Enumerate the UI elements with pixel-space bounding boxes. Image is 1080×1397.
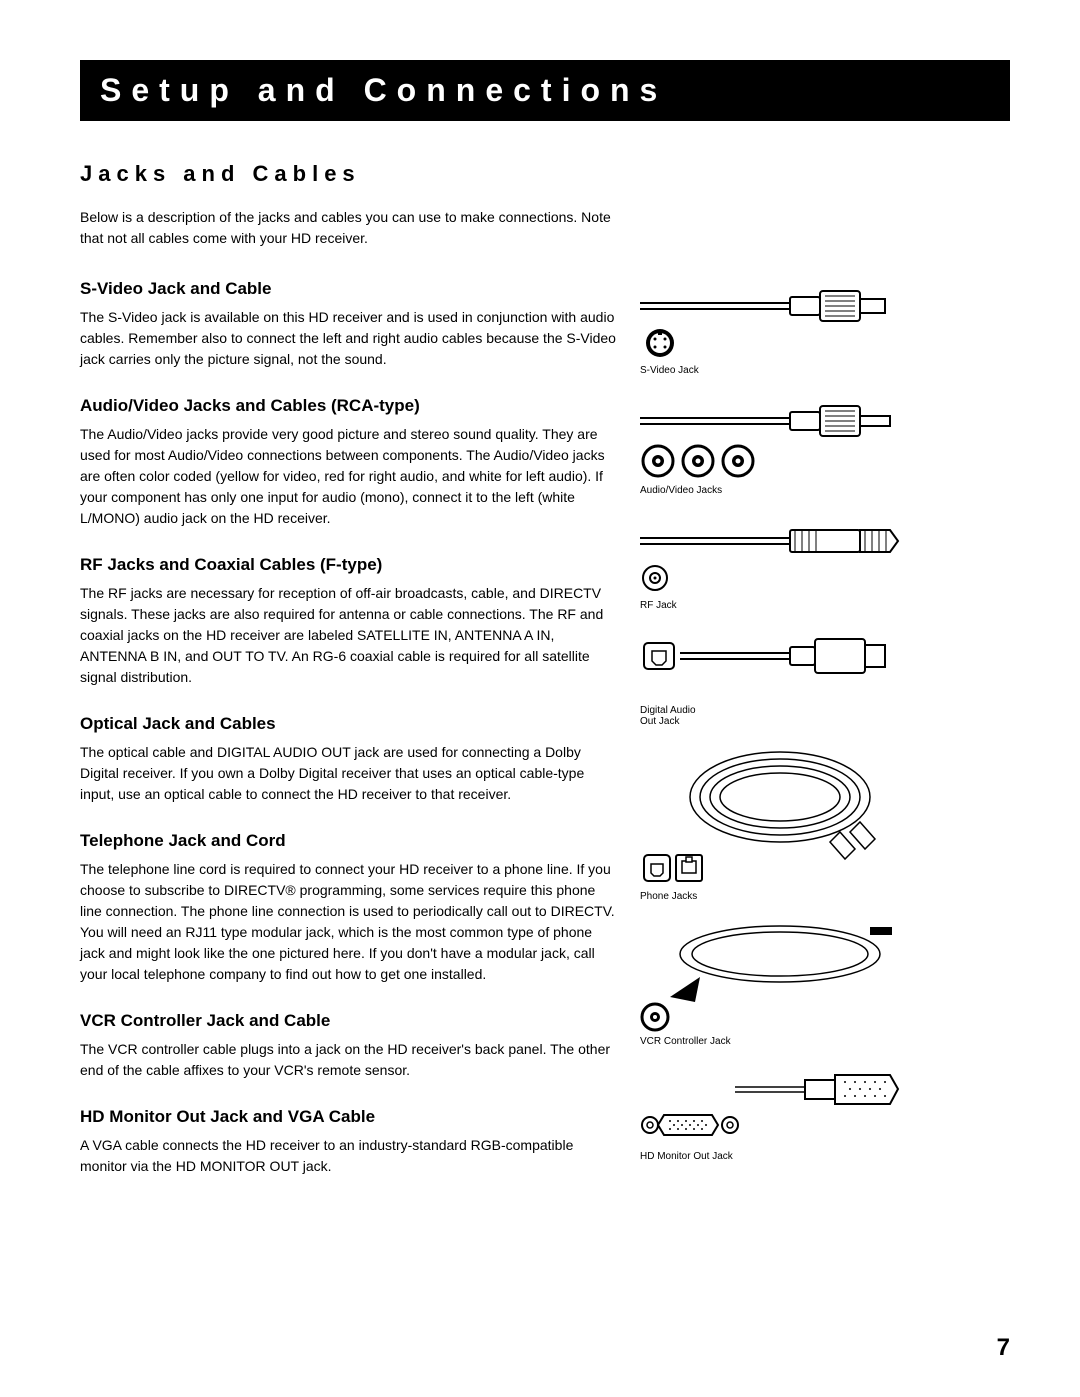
illustration-vcr: VCR Controller Jack xyxy=(640,922,920,1047)
subsection-vcr: VCR Controller Jack and Cable The VCR co… xyxy=(80,1011,620,1081)
subsection-rf: RF Jacks and Coaxial Cables (F-type) The… xyxy=(80,555,620,688)
subsection-av: Audio/Video Jacks and Cables (RCA-type) … xyxy=(80,396,620,529)
subsection-optical: Optical Jack and Cables The optical cabl… xyxy=(80,714,620,805)
illustration-hdmonitor: HD Monitor Out Jack xyxy=(640,1067,920,1162)
right-column: S-Video Jack Audio/Video Jacks xyxy=(640,161,920,1203)
vcr-cable-icon xyxy=(640,922,900,1032)
illustration-optical: Digital Audio Out Jack xyxy=(640,631,920,727)
body-text: The VCR controller cable plugs into a ja… xyxy=(80,1039,620,1081)
illustration-label: Audio/Video Jacks xyxy=(640,485,920,496)
subsection-hdmonitor: HD Monitor Out Jack and VGA Cable A VGA … xyxy=(80,1107,620,1177)
illustration-svideo: S-Video Jack xyxy=(640,281,920,376)
sub-heading: Audio/Video Jacks and Cables (RCA-type) xyxy=(80,396,620,416)
body-text: The S-Video jack is available on this HD… xyxy=(80,307,620,370)
illustration-label: HD Monitor Out Jack xyxy=(640,1151,920,1162)
optical-cable-icon xyxy=(640,631,900,701)
vga-cable-icon xyxy=(640,1067,900,1147)
sub-heading: S-Video Jack and Cable xyxy=(80,279,620,299)
illustration-label: RF Jack xyxy=(640,600,920,611)
body-text: The optical cable and DIGITAL AUDIO OUT … xyxy=(80,742,620,805)
page-title-text: Setup and Connections xyxy=(100,72,667,108)
sub-heading: VCR Controller Jack and Cable xyxy=(80,1011,620,1031)
body-text: The Audio/Video jacks provide very good … xyxy=(80,424,620,529)
body-text: A VGA cable connects the HD receiver to … xyxy=(80,1135,620,1177)
intro-text: Below is a description of the jacks and … xyxy=(80,207,620,249)
body-text: The telephone line cord is required to c… xyxy=(80,859,620,985)
illustration-label: S-Video Jack xyxy=(640,365,920,376)
phone-cable-icon xyxy=(640,747,900,887)
illustration-label: Phone Jacks xyxy=(640,891,920,902)
av-cable-icon xyxy=(640,396,900,481)
illustration-av: Audio/Video Jacks xyxy=(640,396,920,496)
subsection-svideo: S-Video Jack and Cable The S-Video jack … xyxy=(80,279,620,370)
page-title-bar: Setup and Connections xyxy=(80,60,1010,121)
subsection-phone: Telephone Jack and Cord The telephone li… xyxy=(80,831,620,985)
sub-heading: Telephone Jack and Cord xyxy=(80,831,620,851)
sub-heading: Optical Jack and Cables xyxy=(80,714,620,734)
left-column: Jacks and Cables Below is a description … xyxy=(80,161,620,1203)
illustration-label: Digital Audio Out Jack xyxy=(640,705,920,727)
rf-cable-icon xyxy=(640,516,900,596)
body-text: The RF jacks are necessary for reception… xyxy=(80,583,620,688)
svideo-cable-icon xyxy=(640,281,900,361)
illustration-label: VCR Controller Jack xyxy=(640,1036,920,1047)
content-wrapper: Jacks and Cables Below is a description … xyxy=(80,161,1010,1203)
illustration-phone: Phone Jacks xyxy=(640,747,920,902)
illustration-rf: RF Jack xyxy=(640,516,920,611)
sub-heading: HD Monitor Out Jack and VGA Cable xyxy=(80,1107,620,1127)
section-heading: Jacks and Cables xyxy=(80,161,620,187)
page-number: 7 xyxy=(997,1334,1010,1362)
sub-heading: RF Jacks and Coaxial Cables (F-type) xyxy=(80,555,620,575)
